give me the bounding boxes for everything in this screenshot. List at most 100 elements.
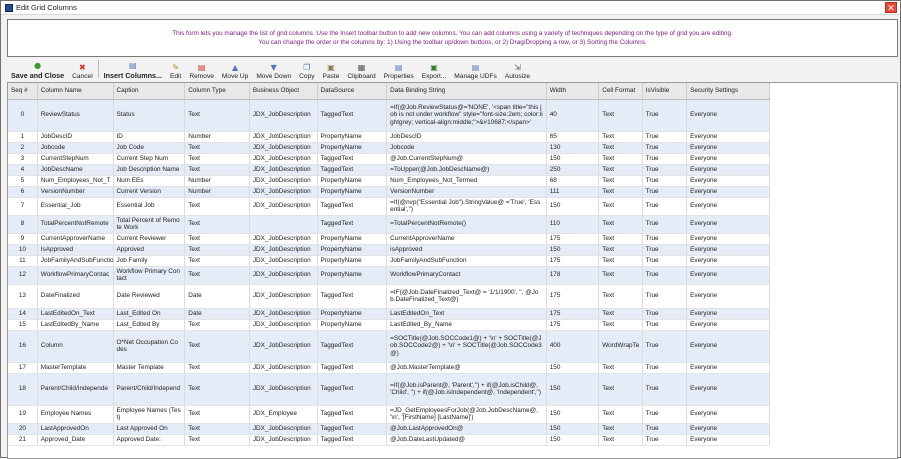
column-name-cell[interactable]: LastEditedBy_Name xyxy=(37,319,114,331)
width-cell[interactable]: 150 xyxy=(546,434,600,446)
table-row[interactable]: 1 JobDescID ID Number JDX_JobDescription Prop… xyxy=(8,131,770,143)
cell-format-cell[interactable]: Text xyxy=(598,175,643,187)
column-type-cell[interactable]: Text xyxy=(184,319,250,331)
business-object-cell[interactable]: JDX_JobDescription xyxy=(249,142,318,154)
business-object-cell[interactable]: JDX_JobDescription xyxy=(249,319,318,331)
data-binding-cell[interactable]: @Job.CurrentStepNum@ xyxy=(386,153,547,165)
security-cell[interactable]: Everyone xyxy=(686,142,770,154)
business-object-cell[interactable] xyxy=(249,215,318,234)
datasource-cell[interactable]: PropertyName xyxy=(317,308,388,320)
caption-cell[interactable]: Employee Names (Test) xyxy=(113,405,186,424)
isvisible-cell[interactable]: True xyxy=(642,244,688,256)
column-type-cell[interactable]: Text xyxy=(184,164,250,176)
datasource-cell[interactable]: TaggedText xyxy=(317,434,388,446)
seq-cell[interactable]: 5 xyxy=(8,175,38,187)
data-binding-cell[interactable]: CurrentApproverName xyxy=(386,233,547,245)
security-cell[interactable]: Everyone xyxy=(686,330,770,363)
cell-format-cell[interactable]: Text xyxy=(598,284,643,309)
column-name-cell[interactable]: ReviewStatus xyxy=(37,99,114,132)
width-cell[interactable]: 150 xyxy=(546,153,600,165)
data-binding-cell[interactable]: =SOCTitle(@Job.SOCCode1@) + '\n' + SOCTi… xyxy=(386,330,547,363)
table-row[interactable]: 7 Essential_Job Essential Job Text JDX_JobDe… xyxy=(8,197,770,216)
cell-format-cell[interactable]: Text xyxy=(598,215,643,234)
table-row[interactable]: 15 LastEditedBy_Name Last_Edited By Text JDX… xyxy=(8,319,770,331)
cell-format-cell[interactable]: Text xyxy=(598,405,643,424)
data-binding-cell[interactable]: WorkflowPrimaryContact xyxy=(386,266,547,285)
copy-button[interactable]: ❐ Copy xyxy=(295,58,318,80)
business-object-cell[interactable]: JDX_JobDescription xyxy=(249,284,318,309)
cell-format-cell[interactable]: Text xyxy=(598,373,643,406)
caption-cell[interactable]: Job Description Name xyxy=(113,164,186,176)
isvisible-cell[interactable]: True xyxy=(642,255,688,267)
data-binding-cell[interactable]: VersionNumber xyxy=(386,186,547,198)
column-header[interactable]: Seq # xyxy=(8,83,38,100)
column-header[interactable]: Caption xyxy=(113,83,186,100)
width-cell[interactable]: 150 xyxy=(546,197,600,216)
cell-format-cell[interactable]: Text xyxy=(598,362,643,374)
datasource-cell[interactable]: TaggedText xyxy=(317,284,388,309)
data-binding-cell[interactable]: JobFamilyAndSubFunction xyxy=(386,255,547,267)
column-header[interactable]: Business Object xyxy=(249,83,318,100)
caption-cell[interactable]: Approved xyxy=(113,244,186,256)
caption-cell[interactable]: Status xyxy=(113,99,186,132)
isvisible-cell[interactable]: True xyxy=(642,175,688,187)
data-binding-cell[interactable]: JobDescID xyxy=(386,131,547,143)
column-name-cell[interactable]: VersionNumber xyxy=(37,186,114,198)
business-object-cell[interactable]: JDX_JobDescription xyxy=(249,434,318,446)
column-name-cell[interactable]: Parent/Child/Independe xyxy=(37,373,114,406)
table-row[interactable]: 3 CurrentStepNum Current Step Num Text JDX_J… xyxy=(8,153,770,165)
caption-cell[interactable]: ID xyxy=(113,131,186,143)
data-binding-cell[interactable]: @Job.LastApprovedOn@ xyxy=(386,423,547,435)
cell-format-cell[interactable]: Text xyxy=(598,142,643,154)
business-object-cell[interactable]: JDX_Employee xyxy=(249,405,318,424)
seq-cell[interactable]: 14 xyxy=(8,308,38,320)
table-row[interactable]: 9 CurrentApproverName Current Reviewer Text… xyxy=(8,233,770,245)
data-binding-cell[interactable]: LastEditedOn_Text xyxy=(386,308,547,320)
width-cell[interactable]: 175 xyxy=(546,308,600,320)
security-cell[interactable]: Everyone xyxy=(686,255,770,267)
column-header[interactable]: Cell Format xyxy=(598,83,643,100)
cell-format-cell[interactable]: Text xyxy=(598,266,643,285)
column-name-cell[interactable]: CurrentStepNum xyxy=(37,153,114,165)
paste-button[interactable]: ▣ Paste xyxy=(319,58,344,80)
column-name-cell[interactable]: Num_Employees_Not_T xyxy=(37,175,114,187)
cell-format-cell[interactable]: Text xyxy=(598,423,643,435)
column-header[interactable]: IsVisible xyxy=(642,83,688,100)
datasource-cell[interactable]: TaggedText xyxy=(317,362,388,374)
business-object-cell[interactable]: JDX_JobDescription xyxy=(249,233,318,245)
datasource-cell[interactable]: TaggedText xyxy=(317,330,388,363)
column-type-cell[interactable]: Text xyxy=(184,233,250,245)
isvisible-cell[interactable]: True xyxy=(642,423,688,435)
business-object-cell[interactable]: JDX_JobDescription xyxy=(249,423,318,435)
data-binding-cell[interactable]: =IF(@Job.DateFinalized_Text@ = '1/1/1900… xyxy=(386,284,547,309)
data-binding-cell[interactable]: =If(@nvp("Essential Job").StringValue@ =… xyxy=(386,197,547,216)
column-header[interactable]: Column Name xyxy=(37,83,114,100)
column-type-cell[interactable]: Text xyxy=(184,153,250,165)
autosize-button[interactable]: ⇲ Autosize xyxy=(501,58,534,80)
export-button[interactable]: ▣ Export... xyxy=(418,58,451,80)
table-row[interactable]: 6 VersionNumber Current Version Number JDX_J… xyxy=(8,186,770,198)
save-and-close-button[interactable]: ● Save and Close xyxy=(7,58,68,80)
width-cell[interactable]: 175 xyxy=(546,233,600,245)
column-name-cell[interactable]: Approved_Date xyxy=(37,434,114,446)
datasource-cell[interactable]: PropertyName xyxy=(317,142,388,154)
caption-cell[interactable]: Current Reviewer xyxy=(113,233,186,245)
datasource-cell[interactable]: TaggedText xyxy=(317,423,388,435)
data-binding-cell[interactable]: @Job.DateLastUpdated@ xyxy=(386,434,547,446)
caption-cell[interactable]: Current Step Num xyxy=(113,153,186,165)
security-cell[interactable]: Everyone xyxy=(686,153,770,165)
isvisible-cell[interactable]: True xyxy=(642,131,688,143)
business-object-cell[interactable]: JDX_JobDescription xyxy=(249,175,318,187)
datasource-cell[interactable]: PropertyName xyxy=(317,233,388,245)
column-name-cell[interactable]: TotalPercentNotRemote xyxy=(37,215,114,234)
caption-cell[interactable]: Job Code xyxy=(113,142,186,154)
data-binding-cell[interactable]: Num_Employees_Not_Termed xyxy=(386,175,547,187)
isvisible-cell[interactable]: True xyxy=(642,284,688,309)
column-header[interactable]: Column Type xyxy=(184,83,250,100)
column-type-cell[interactable]: Number xyxy=(184,131,250,143)
remove-button[interactable]: ▤ Remove xyxy=(185,58,218,80)
table-row[interactable]: 11 JobFamilyAndSubFunctio Job Family Text JD… xyxy=(8,255,770,267)
clipboard-button[interactable]: ▦ Clipboard xyxy=(343,58,379,80)
datasource-cell[interactable]: TaggedText xyxy=(317,197,388,216)
security-cell[interactable]: Everyone xyxy=(686,175,770,187)
